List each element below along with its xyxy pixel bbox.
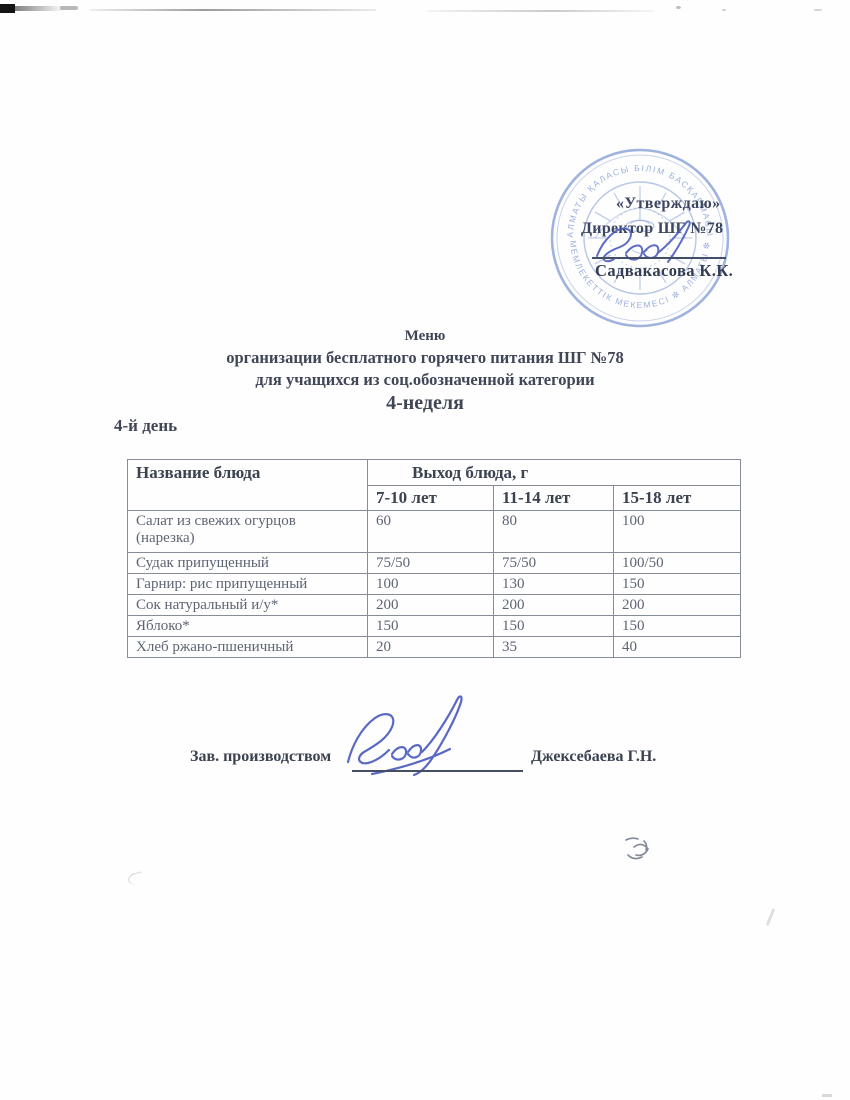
production-manager-name: Джексебаева Г.Н.	[531, 748, 657, 765]
portion-cell: 20	[367, 636, 494, 658]
day-label: 4-й день	[114, 416, 178, 435]
table-row: Сок натуральный и/у* 200 200 200	[127, 594, 742, 616]
approval-director-name: Садвакасова К.К.	[595, 261, 734, 280]
portion-cell: 150	[612, 573, 742, 595]
table-row: Салат из свежих огурцов (нарезка) 60 80 …	[127, 510, 742, 553]
production-manager-label: Зав. производством	[190, 748, 332, 765]
table-row: Судак припущенный 75/50 75/50 100/50	[127, 552, 742, 574]
column-header-age-15-18: 15-18 лет	[612, 485, 742, 511]
scan-artifact-line	[90, 9, 376, 11]
dish-name-cell: Хлеб ржано-пшеничный	[127, 636, 368, 658]
dish-name-cell: Судак припущенный	[127, 552, 368, 574]
title-line-menu: Меню	[404, 328, 446, 344]
column-header-age-11-14: 11-14 лет	[493, 485, 614, 511]
portion-cell: 100/50	[612, 552, 742, 574]
dish-name-cell: Гарнир: рис припущенный	[127, 573, 368, 595]
dish-name-cell: Салат из свежих огурцов (нарезка)	[127, 510, 368, 553]
ink-smudge-artifact	[625, 837, 649, 860]
approval-director-line: Директор ШГ №78	[581, 220, 724, 237]
table-header-row-2: 7-10 лет 11-14 лет 15-18 лет	[128, 485, 742, 511]
dish-name-cell: Яблоко*	[127, 615, 368, 637]
menu-table: Название блюда Выход блюда, г 7-10 лет 1…	[127, 459, 742, 658]
portion-cell: 150	[493, 615, 614, 637]
portion-cell: 75/50	[493, 552, 614, 574]
scan-artifact	[722, 9, 726, 11]
scan-artifact	[126, 871, 145, 886]
portion-cell: 200	[367, 594, 494, 616]
approval-quoted-label: «Утверждаю»	[616, 195, 721, 212]
column-header-age-7-10: 7-10 лет	[367, 485, 494, 511]
table-row: Гарнир: рис припущенный 100 130 150	[127, 573, 742, 595]
portion-cell: 150	[612, 615, 742, 637]
scan-artifact-corner	[0, 4, 15, 13]
dish-name: Салат из свежих огурцов (нарезка)	[136, 513, 296, 546]
column-header-output: Выход блюда, г	[366, 459, 742, 486]
portion-cell: 75/50	[367, 552, 494, 574]
column-header-dish: Название блюда	[127, 459, 368, 511]
scan-artifact	[676, 6, 681, 9]
portion-cell: 60	[367, 510, 494, 553]
table-row: Хлеб ржано-пшеничный 20 35 40	[127, 636, 742, 658]
portion-cell: 200	[493, 594, 614, 616]
manager-signature-icon	[346, 695, 463, 777]
portion-cell: 150	[367, 615, 494, 637]
school-seal-icon: АЛМАТЫ ҚАЛАСЫ БІЛІМ БАСҚАРМАСЫ МЕМЛЕКЕТТ…	[550, 148, 730, 328]
scan-artifact-line	[428, 10, 654, 12]
title-week-number: 4-неделя	[386, 392, 464, 414]
title-line-organization: организации бесплатного горячего питания…	[226, 348, 624, 367]
portion-cell: 200	[612, 594, 742, 616]
portion-cell: 80	[493, 510, 614, 553]
scan-artifact	[822, 1094, 832, 1097]
approval-signature-line	[592, 257, 726, 259]
dish-name-cell: Сок натуральный и/у*	[127, 594, 368, 616]
manager-signature-line	[352, 770, 523, 772]
portion-cell: 100	[612, 510, 742, 553]
portion-cell: 130	[493, 573, 614, 595]
table-header-row-1: Название блюда Выход блюда, г	[127, 459, 742, 511]
portion-cell: 40	[612, 636, 742, 658]
portion-cell: 100	[367, 573, 494, 595]
scan-artifact	[14, 6, 64, 11]
table-row: Яблоко* 150 150 150	[127, 615, 742, 637]
title-line-category: для учащихся из соц.обозначенной категор…	[255, 370, 595, 389]
portion-cell: 35	[493, 636, 614, 658]
scan-artifact	[814, 9, 822, 11]
document-title: Меню организации бесплатного горячего пи…	[0, 326, 850, 415]
scan-artifact	[765, 908, 776, 926]
scan-artifact	[60, 6, 78, 10]
